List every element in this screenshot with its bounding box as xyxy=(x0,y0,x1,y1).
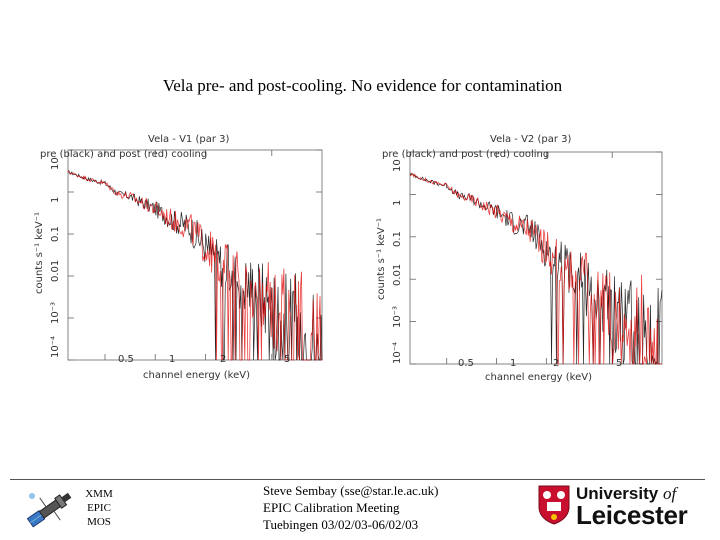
logo-text-of: of xyxy=(662,484,677,503)
x-tick-label: 5 xyxy=(284,354,291,365)
x-tick-label: 1 xyxy=(510,358,517,369)
y-tick-label: 1 xyxy=(50,196,61,203)
post-spectrum-line xyxy=(67,170,322,361)
pre-spectrum-line xyxy=(409,173,663,366)
y-tick-label: 10⁻³ xyxy=(50,301,61,324)
spectrum-plot-v2-canvas xyxy=(409,151,663,366)
mission-label-line: EPIC xyxy=(87,502,111,514)
y-tick-label: 10 xyxy=(392,159,403,172)
logo-wordmark-bottom: Leicester xyxy=(576,500,688,530)
y-axis-label: counts s⁻¹ keV⁻¹ xyxy=(34,212,45,294)
presenter-name: Steve Sembay (sse@star.le.ac.uk) xyxy=(263,483,439,498)
mission-label-line: MOS xyxy=(87,516,111,528)
y-axis-label: counts s⁻¹ keV⁻¹ xyxy=(376,218,387,300)
university-logo: University of Leicester xyxy=(536,484,706,530)
plot-heading: Vela - V2 (par 3) xyxy=(490,134,572,145)
mission-label: XMM EPIC MOS xyxy=(82,487,116,529)
logo-text: University xyxy=(576,484,663,503)
y-tick-label: 10⁻⁴ xyxy=(50,335,61,358)
x-axis-label: channel energy (keV) xyxy=(485,372,593,383)
y-tick-label: 1 xyxy=(392,199,403,206)
satellite-icon xyxy=(22,484,78,539)
slide-title: Vela pre- and post-cooling. No evidence … xyxy=(162,76,563,95)
x-tick-label: 5 xyxy=(616,358,623,369)
plot-frame xyxy=(409,151,663,365)
y-tick-label: 10 xyxy=(50,157,61,170)
x-tick-label: 1 xyxy=(169,354,176,365)
x-tick-label: 2 xyxy=(553,358,560,369)
y-tick-label: 10⁻⁴ xyxy=(392,341,403,364)
spectrum-plot-v1-canvas xyxy=(67,149,323,361)
plot-subheading: pre (black) and post (red) cooling xyxy=(40,149,208,160)
presenter-info: Steve Sembay (sse@star.le.ac.uk) EPIC Ca… xyxy=(263,482,439,533)
university-crest-icon xyxy=(538,485,570,525)
plot-frame xyxy=(67,149,323,361)
plot-heading: Vela - V1 (par 3) xyxy=(148,134,230,145)
pre-spectrum-line xyxy=(67,170,323,361)
spectrum-plot-v1: Vela - V1 (par 3) pre (black) and post (… xyxy=(28,132,328,384)
spectrum-plot-v2: Vela - V2 (par 3) pre (black) and post (… xyxy=(370,132,670,384)
meeting-date: Tuebingen 03/02/03-06/02/03 xyxy=(263,517,419,532)
plot-subheading: pre (black) and post (red) cooling xyxy=(382,149,550,160)
mission-label-line: XMM xyxy=(85,488,113,500)
y-tick-label: 0.01 xyxy=(50,259,61,282)
x-axis-label: channel energy (keV) xyxy=(143,370,251,381)
logo-wordmark-top: University of xyxy=(576,484,676,504)
meeting-name: EPIC Calibration Meeting xyxy=(263,500,400,515)
y-tick-label: 0.1 xyxy=(50,226,61,242)
y-tick-label: 0.01 xyxy=(392,263,403,286)
x-tick-label: 2 xyxy=(220,354,227,365)
x-tick-label: 0.5 xyxy=(458,358,474,369)
footer-divider xyxy=(10,479,705,480)
x-tick-label: 0.5 xyxy=(118,354,134,365)
post-spectrum-line xyxy=(409,172,662,365)
y-tick-label: 0.1 xyxy=(392,231,403,247)
y-tick-label: 10⁻³ xyxy=(392,305,403,328)
